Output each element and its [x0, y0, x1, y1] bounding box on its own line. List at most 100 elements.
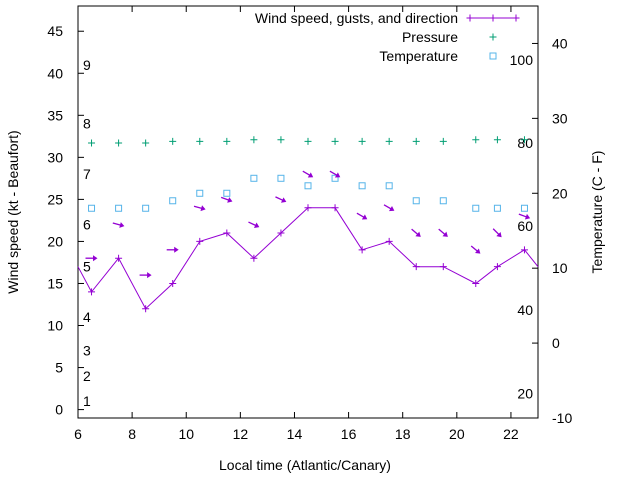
wind-direction-arrow: [139, 272, 152, 279]
beaufort-label: 1: [83, 393, 91, 409]
pressure-point: [358, 137, 366, 145]
secondary-scale-labels: 1 2 3 4 5 6 7 8 9 20 40 60 80 100: [83, 52, 533, 409]
pressure-point: [385, 137, 393, 145]
wind-speed-point: [88, 288, 96, 296]
pressure-point: [493, 136, 501, 144]
wind-direction-arrow-head: [200, 205, 206, 212]
fahrenheit-label: 60: [517, 218, 533, 234]
pressure-point: [88, 139, 96, 147]
temperature-point: [223, 189, 231, 197]
pressure-point: [439, 137, 447, 145]
y-tick-label: 5: [55, 360, 63, 376]
wind-direction-arrow: [438, 228, 448, 237]
wind-speed-point: [331, 204, 339, 212]
wind-speed-point: [169, 279, 177, 287]
wind-direction-arrow-head: [174, 246, 179, 253]
legend-swatch-plus: [489, 33, 497, 41]
pressure-point: [472, 136, 480, 144]
fahrenheit-label: 20: [517, 385, 533, 401]
wind-speed-point: [472, 279, 480, 287]
wind-direction-arrow-head: [475, 248, 481, 254]
wind-speed-point: [385, 237, 393, 245]
legend-swatch-plus: [512, 14, 520, 22]
wind-speed-point: [250, 254, 258, 262]
y-tick-label: 20: [47, 233, 63, 249]
y2-tick-label: -10: [552, 410, 572, 426]
y-tick-label: 30: [47, 149, 63, 165]
x-tick-label: 14: [287, 426, 303, 442]
axis-labels: Local time (Atlantic/Canary) Wind speed …: [5, 130, 605, 473]
x-tick-label: 8: [128, 426, 136, 442]
wind-direction-arrow: [275, 196, 287, 203]
beaufort-label: 7: [83, 166, 91, 182]
x-tick-label: 16: [341, 426, 357, 442]
beaufort-label: 2: [83, 368, 91, 384]
temperature-point: [142, 204, 150, 212]
data-layer: [77, 136, 539, 313]
fahrenheit-label: 100: [510, 52, 534, 68]
legend-swatch-square: [489, 52, 497, 60]
wind-speed-point: [412, 263, 420, 271]
pressure-point: [169, 137, 177, 145]
wind-direction-arrow: [470, 245, 481, 254]
beaufort-label: 5: [83, 259, 91, 275]
y-tick-label: 10: [47, 318, 63, 334]
temperature-point: [385, 182, 393, 190]
wind-direction-arrow: [166, 246, 179, 253]
x-axis-label: Local time (Atlantic/Canary): [219, 457, 391, 473]
legend: Wind speed, gusts, and direction Pressure…: [255, 10, 520, 64]
legend-label: Temperature: [379, 48, 458, 64]
temperature-point: [331, 174, 339, 182]
legend-swatch-plus: [489, 14, 497, 22]
wind-direction-arrow-head: [119, 222, 125, 228]
y-tick-label: 15: [47, 275, 63, 291]
wind-direction-arrow: [518, 213, 531, 220]
wind-speed-point: [493, 263, 501, 271]
wind-speed-point: [223, 229, 231, 237]
wind-direction-arrow-head: [253, 222, 260, 228]
wind-direction-arrow-head: [415, 231, 421, 237]
x-tick-label: 12: [233, 426, 249, 442]
wind-direction-arrow-head: [227, 197, 233, 203]
x-tick-label: 6: [74, 426, 82, 442]
y-tick-label: 0: [55, 402, 63, 418]
wind-direction-arrow: [302, 170, 314, 178]
wind-direction-arrow-head: [334, 172, 341, 178]
beaufort-label: 4: [83, 309, 91, 325]
temperature-point: [472, 204, 480, 212]
legend-label: Wind speed, gusts, and direction: [255, 10, 458, 26]
wind-direction-arrow-head: [388, 205, 395, 212]
axes-layer: 6 8 10 12 14 16 18 20 22051015202530354045-10010…: [47, 5, 572, 442]
temperature-point: [88, 204, 96, 212]
y-axis-label: Wind speed (kt - Beaufort): [5, 130, 21, 293]
pressure-point: [277, 136, 285, 144]
beaufort-label: 9: [83, 57, 91, 73]
y2-tick-label: 10: [552, 260, 568, 276]
wind-direction-arrow: [492, 228, 502, 238]
temperature-point: [115, 204, 123, 212]
wind-speed-point: [304, 204, 312, 212]
wind-speed-point: [520, 246, 528, 254]
y-tick-label: 40: [47, 65, 63, 81]
pressure-point: [304, 137, 312, 145]
wind-direction-arrow: [220, 196, 233, 203]
x-tick-label: 20: [449, 426, 465, 442]
legend-label: Pressure: [402, 29, 458, 45]
temperature-point: [412, 197, 420, 205]
legend-swatch-plus: [466, 14, 474, 22]
wind-direction-arrow-head: [280, 197, 287, 203]
wind-direction-arrow-head: [524, 213, 531, 220]
y2-axis-label: Temperature (C - F): [589, 151, 605, 274]
wind-direction-arrow-head: [496, 231, 502, 238]
wind-direction-arrow: [329, 170, 341, 178]
temperature-point: [250, 174, 258, 182]
pressure-point: [331, 137, 339, 145]
wind-direction-arrow: [356, 212, 368, 220]
pressure-point: [196, 137, 204, 145]
x-tick-label: 18: [395, 426, 411, 442]
temperature-point: [169, 197, 177, 205]
temperature-point: [493, 204, 501, 212]
pressure-point: [412, 137, 420, 145]
pressure-point: [223, 137, 231, 145]
